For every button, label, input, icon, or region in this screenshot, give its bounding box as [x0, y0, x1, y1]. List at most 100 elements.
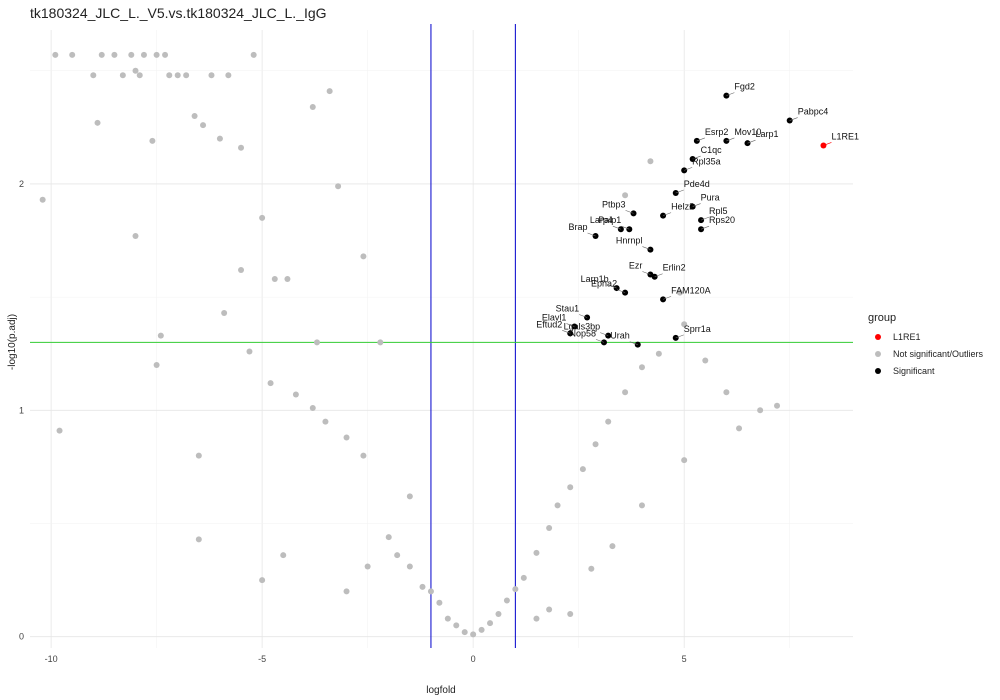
data-point: [546, 606, 553, 613]
data-point: [427, 588, 434, 595]
data-point: [119, 72, 126, 79]
data-point: [478, 626, 485, 633]
label-leader-line: [696, 137, 705, 142]
data-point: [69, 51, 76, 58]
data-point: [592, 441, 599, 448]
data-point: [512, 586, 519, 593]
data-point: [191, 113, 198, 120]
data-point: [39, 196, 46, 203]
legend-entry: L1RE1: [893, 332, 921, 342]
legend-swatch: [875, 351, 881, 357]
point-label: Nop58: [569, 328, 596, 338]
x-tick-label: -10: [45, 654, 58, 664]
label-leader-line: [566, 323, 575, 327]
data-point: [503, 597, 510, 604]
data-point: [335, 183, 342, 190]
data-point: [394, 552, 401, 559]
legend-swatch: [875, 334, 881, 340]
point-label: Rpl35a: [692, 156, 721, 166]
data-point: [495, 611, 502, 618]
label-leader-line: [608, 284, 617, 289]
label-leader-line: [587, 232, 596, 237]
data-point: [162, 51, 169, 58]
data-point: [309, 103, 316, 110]
point-label: Urah: [610, 331, 630, 341]
data-point: [326, 88, 333, 95]
x-tick-label: 0: [471, 654, 476, 664]
data-point: [757, 407, 764, 414]
data-point: [579, 466, 586, 473]
data-point: [271, 276, 278, 283]
data-point: [436, 599, 443, 606]
point-label: Ptbp3: [602, 199, 626, 209]
label-leader-line: [684, 167, 693, 171]
point-label: C1qc: [701, 145, 723, 155]
data-point: [647, 158, 654, 165]
data-point: [444, 615, 451, 622]
data-point: [453, 622, 460, 629]
data-point: [280, 552, 287, 559]
point-label: Pde4d: [684, 179, 710, 189]
data-point: [343, 588, 350, 595]
data-point: [132, 233, 139, 239]
axis-ticks: -10 -5 0 5 0 1 2: [19, 179, 687, 664]
data-point: [200, 122, 207, 129]
label-leader-line: [700, 216, 710, 221]
label-leader-line: [625, 210, 634, 214]
legend-entry: Significant: [893, 366, 935, 376]
label-leader-line: [595, 339, 605, 343]
label-leader-line: [789, 117, 798, 121]
data-point: [183, 72, 190, 79]
data-point: [554, 502, 561, 509]
data-point: [622, 192, 629, 199]
data-point: [94, 119, 101, 126]
data-point: [208, 72, 215, 79]
point-label: Erlin2: [663, 263, 686, 273]
point-label: Eftud2: [536, 319, 562, 329]
point-label: Elavl1: [542, 313, 567, 323]
data-point: [487, 620, 494, 627]
data-point: [221, 309, 228, 316]
data-point: [605, 418, 612, 425]
data-point: [284, 276, 291, 283]
point-label: Hnrnpl: [616, 236, 643, 246]
data-point: [313, 339, 320, 346]
data-point: [238, 266, 245, 273]
data-point: [655, 350, 662, 357]
x-tick-label: -5: [258, 654, 266, 664]
point-label: Fgd2: [734, 82, 755, 92]
label-leader-line: [642, 271, 651, 275]
data-point: [292, 391, 299, 398]
data-point: [702, 357, 709, 364]
data-point: [609, 543, 616, 550]
point-label: FAM120A: [671, 285, 711, 295]
data-point: [364, 563, 371, 570]
label-leader-line: [662, 212, 672, 216]
legend: group L1RE1 Not significant/Outliers Signi…: [868, 312, 984, 376]
point-label: Epha2: [591, 279, 617, 289]
data-point: [52, 51, 59, 58]
data-point: [153, 51, 160, 58]
data-point: [322, 418, 329, 425]
label-leader-line: [600, 332, 609, 336]
point-label: Sprr1a: [684, 324, 711, 334]
data-point: [195, 536, 202, 543]
point-label: Rpl5: [709, 206, 728, 216]
data-point: [360, 452, 367, 459]
data-point: [259, 214, 266, 221]
label-leader-line: [726, 92, 735, 96]
data-point: [546, 525, 553, 532]
data-point: [461, 629, 468, 636]
data-point: [774, 402, 781, 409]
data-point: [309, 405, 316, 412]
label-leader-line: [823, 142, 832, 146]
data-point: [723, 389, 730, 396]
point-label: Larp1: [755, 129, 778, 139]
legend-title: group: [868, 312, 896, 324]
point-label: Larp4: [590, 215, 613, 225]
label-leader-line: [621, 225, 630, 230]
data-point: [419, 583, 426, 590]
data-point: [406, 563, 413, 570]
legend-swatch: [875, 368, 881, 374]
y-tick-label: 2: [19, 179, 24, 189]
